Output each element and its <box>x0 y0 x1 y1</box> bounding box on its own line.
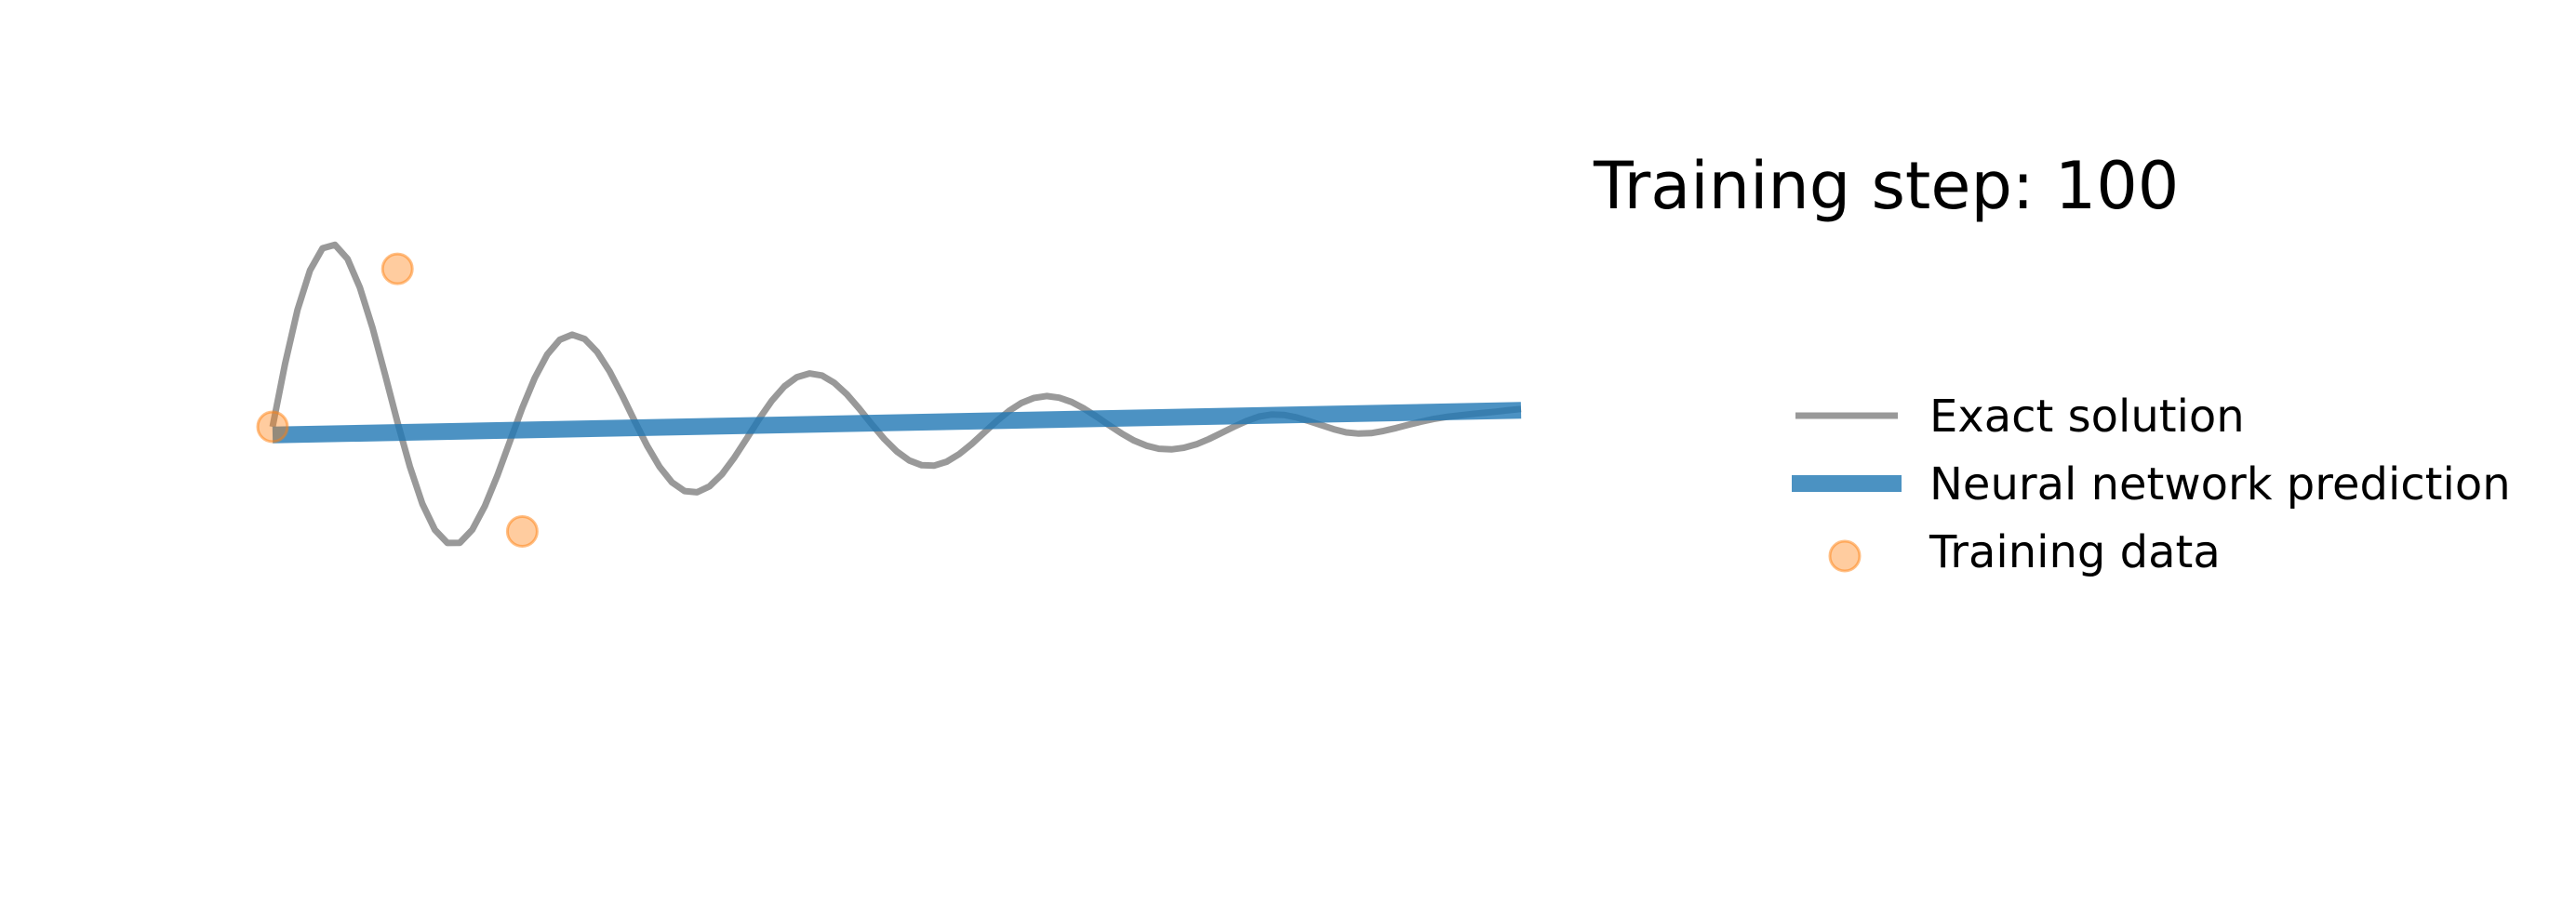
legend-label-training-data: Training data <box>1929 526 2221 578</box>
training-data-point <box>380 252 414 285</box>
neural-network-prediction-line <box>272 402 1522 444</box>
exact-solution-line <box>269 241 1522 547</box>
chart-title: Training step: 100 <box>1593 148 2179 224</box>
training-data-point <box>256 410 289 444</box>
legend-label-exact-solution: Exact solution <box>1929 391 2245 443</box>
legend-label-neural-network-prediction: Neural network prediction <box>1929 458 2511 511</box>
legend-swatch-training-data <box>1828 539 1862 573</box>
training-data-point <box>505 515 539 548</box>
legend: Exact solution Neural network prediction… <box>1792 391 2511 578</box>
plot-area <box>256 241 1522 548</box>
